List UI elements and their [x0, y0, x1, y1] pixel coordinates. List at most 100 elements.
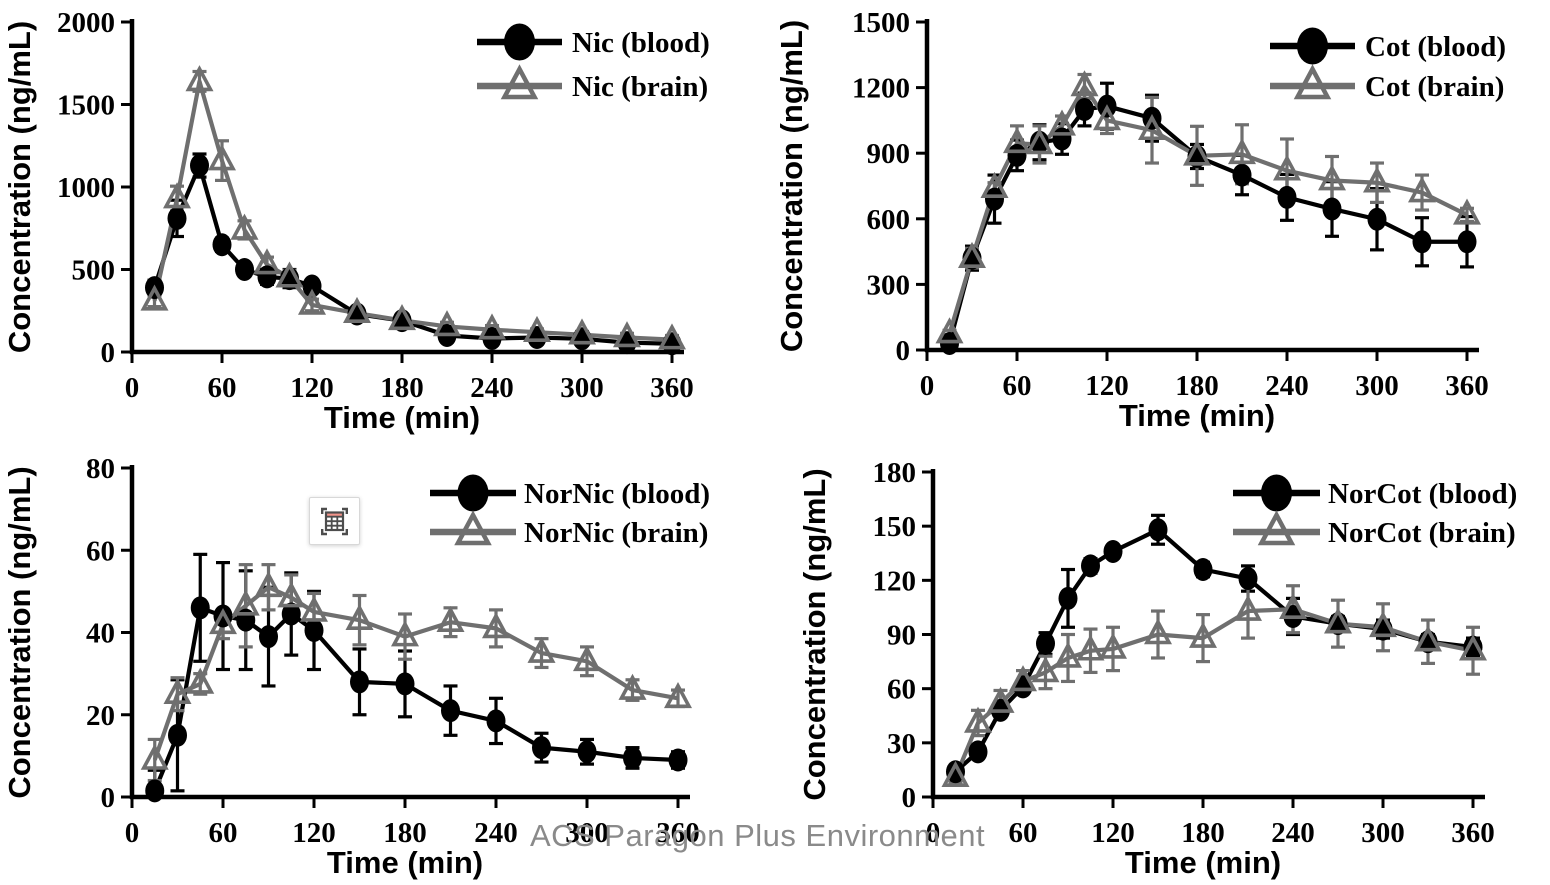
- x-tick-label: 300: [565, 817, 609, 849]
- x-tick-label: 240: [1265, 370, 1309, 402]
- x-tick-label: 360: [1445, 370, 1489, 402]
- markers-blood: [145, 596, 688, 803]
- y-tick-label: 40: [86, 618, 115, 650]
- legend-marker-triangle: [500, 64, 539, 100]
- legend-marker-circle: [1297, 27, 1328, 65]
- y-tick-label: 60: [887, 674, 916, 706]
- chart-paste-options-icon[interactable]: [309, 497, 360, 545]
- x-tick-label: 0: [125, 817, 140, 849]
- chart-cot: 0 300 600 900 1200 1500 0 60 120 180 240 300 360 Time…: [775, 7, 1506, 433]
- x-tick-label: 0: [920, 370, 935, 402]
- y-tick-label: 90: [887, 620, 916, 652]
- legend-label: NorNic (brain): [524, 517, 708, 549]
- x-axis-title: Time (min): [324, 400, 480, 435]
- markers-brain: [941, 592, 1488, 787]
- markers-brain: [935, 70, 1482, 344]
- legend-marker-triangle: [1257, 510, 1296, 546]
- legend-entry-blood: NorNic (blood): [430, 474, 710, 512]
- y-tick-label: 0: [101, 782, 116, 814]
- y-tick-label: 1500: [57, 90, 115, 122]
- legend-entry-brain: NorCot (brain): [1233, 510, 1516, 549]
- x-tick-label: 120: [292, 817, 336, 849]
- y-tick-label: 150: [873, 511, 917, 543]
- y-tick-label: 0: [101, 337, 116, 369]
- table-selection-icon: [321, 507, 348, 535]
- x-tick-label: 180: [383, 817, 427, 849]
- legend-label: Nic (blood): [572, 27, 710, 59]
- legend-entry-brain: Cot (brain): [1270, 64, 1504, 103]
- markers-brain: [140, 65, 687, 350]
- y-axis-title: Concentration (ng/mL): [2, 21, 37, 353]
- x-tick-label: 240: [1271, 817, 1315, 849]
- y-tick-label: 0: [902, 782, 917, 814]
- series-line-blood: [152, 163, 673, 346]
- legend-label: NorNic (blood): [524, 478, 710, 510]
- x-tick-label: 240: [474, 817, 518, 849]
- legend-label: Nic (brain): [572, 71, 708, 103]
- chart-nornic: 0 20 40 60 80 0 60 120 180 240 300 360 Time (min) Con…: [2, 453, 710, 880]
- y-tick-label: 600: [867, 204, 911, 236]
- error-bars-brain: [942, 72, 1474, 339]
- y-tick-label: 900: [867, 138, 911, 170]
- legend-marker-triangle: [454, 510, 492, 546]
- y-tick-label: 80: [86, 453, 115, 485]
- x-tick-label: 360: [656, 817, 700, 849]
- y-axis-title: Concentration (ng/mL): [2, 466, 37, 798]
- legend-entry-brain: Nic (brain): [477, 64, 708, 103]
- x-tick-label: 180: [1175, 370, 1219, 402]
- y-tick-label: 1200: [852, 73, 910, 105]
- series-line-blood: [152, 605, 679, 792]
- x-tick-label: 60: [1009, 817, 1038, 849]
- x-tick-label: 240: [470, 372, 514, 404]
- x-tick-label: 60: [1003, 370, 1032, 402]
- x-tick-label: 360: [1451, 817, 1495, 849]
- legend-marker-circle: [1261, 474, 1292, 512]
- markers-blood: [946, 518, 1483, 784]
- y-tick-label: 60: [86, 535, 115, 567]
- x-tick-label: 360: [650, 372, 694, 404]
- x-tick-label: 180: [1181, 817, 1225, 849]
- x-axis-title: Time (min): [1119, 398, 1275, 433]
- y-tick-label: 300: [867, 269, 911, 301]
- legend-entry-blood: NorCot (blood): [1233, 474, 1517, 512]
- legend-marker-circle: [457, 474, 489, 512]
- legend-marker-triangle: [1293, 64, 1332, 100]
- y-tick-label: 120: [873, 565, 917, 597]
- x-axis-title: Time (min): [327, 845, 483, 880]
- chart-nic: 0 500 1000 1500 2000 0 60 120 180 240 300 360 Time (…: [2, 7, 710, 435]
- series-line-blood: [954, 527, 1474, 774]
- y-tick-label: 1000: [57, 172, 115, 204]
- series-line-brain: [152, 585, 679, 761]
- y-tick-label: 30: [887, 728, 916, 760]
- legend-label: NorCot (brain): [1328, 517, 1516, 549]
- x-tick-label: 0: [926, 817, 941, 849]
- markers-blood: [940, 94, 1477, 355]
- series-line-blood: [947, 104, 1467, 344]
- y-tick-label: 1500: [852, 7, 910, 39]
- legend-label: Cot (brain): [1365, 71, 1504, 103]
- x-tick-label: 300: [560, 372, 604, 404]
- y-tick-label: 0: [896, 335, 911, 367]
- legend-label: NorCot (blood): [1328, 478, 1517, 510]
- x-tick-label: 60: [209, 817, 238, 849]
- x-tick-label: 120: [1091, 817, 1135, 849]
- x-tick-label: 60: [208, 372, 237, 404]
- y-tick-label: 20: [86, 700, 115, 732]
- chart-norcot: 0 30 60 90 120 150 180 0 60 120 180 240 300 360 Time (…: [797, 457, 1517, 880]
- x-tick-label: 120: [1085, 370, 1129, 402]
- legend-entry-blood: Nic (blood): [477, 23, 710, 61]
- x-tick-label: 300: [1361, 817, 1405, 849]
- x-axis-title: Time (min): [1125, 845, 1281, 880]
- x-tick-label: 0: [125, 372, 140, 404]
- y-axis-title: Concentration (ng/mL): [775, 20, 809, 352]
- x-tick-label: 180: [380, 372, 424, 404]
- legend-entry-brain: NorNic (brain): [430, 510, 708, 549]
- y-axis-title: Concentration (ng/mL): [797, 468, 832, 800]
- series-line-brain: [953, 607, 1474, 778]
- y-tick-label: 500: [72, 255, 116, 287]
- error-bars-brain: [147, 69, 679, 346]
- markers-brain: [140, 570, 693, 770]
- legend-label: Cot (blood): [1365, 31, 1506, 63]
- y-tick-label: 2000: [57, 7, 115, 39]
